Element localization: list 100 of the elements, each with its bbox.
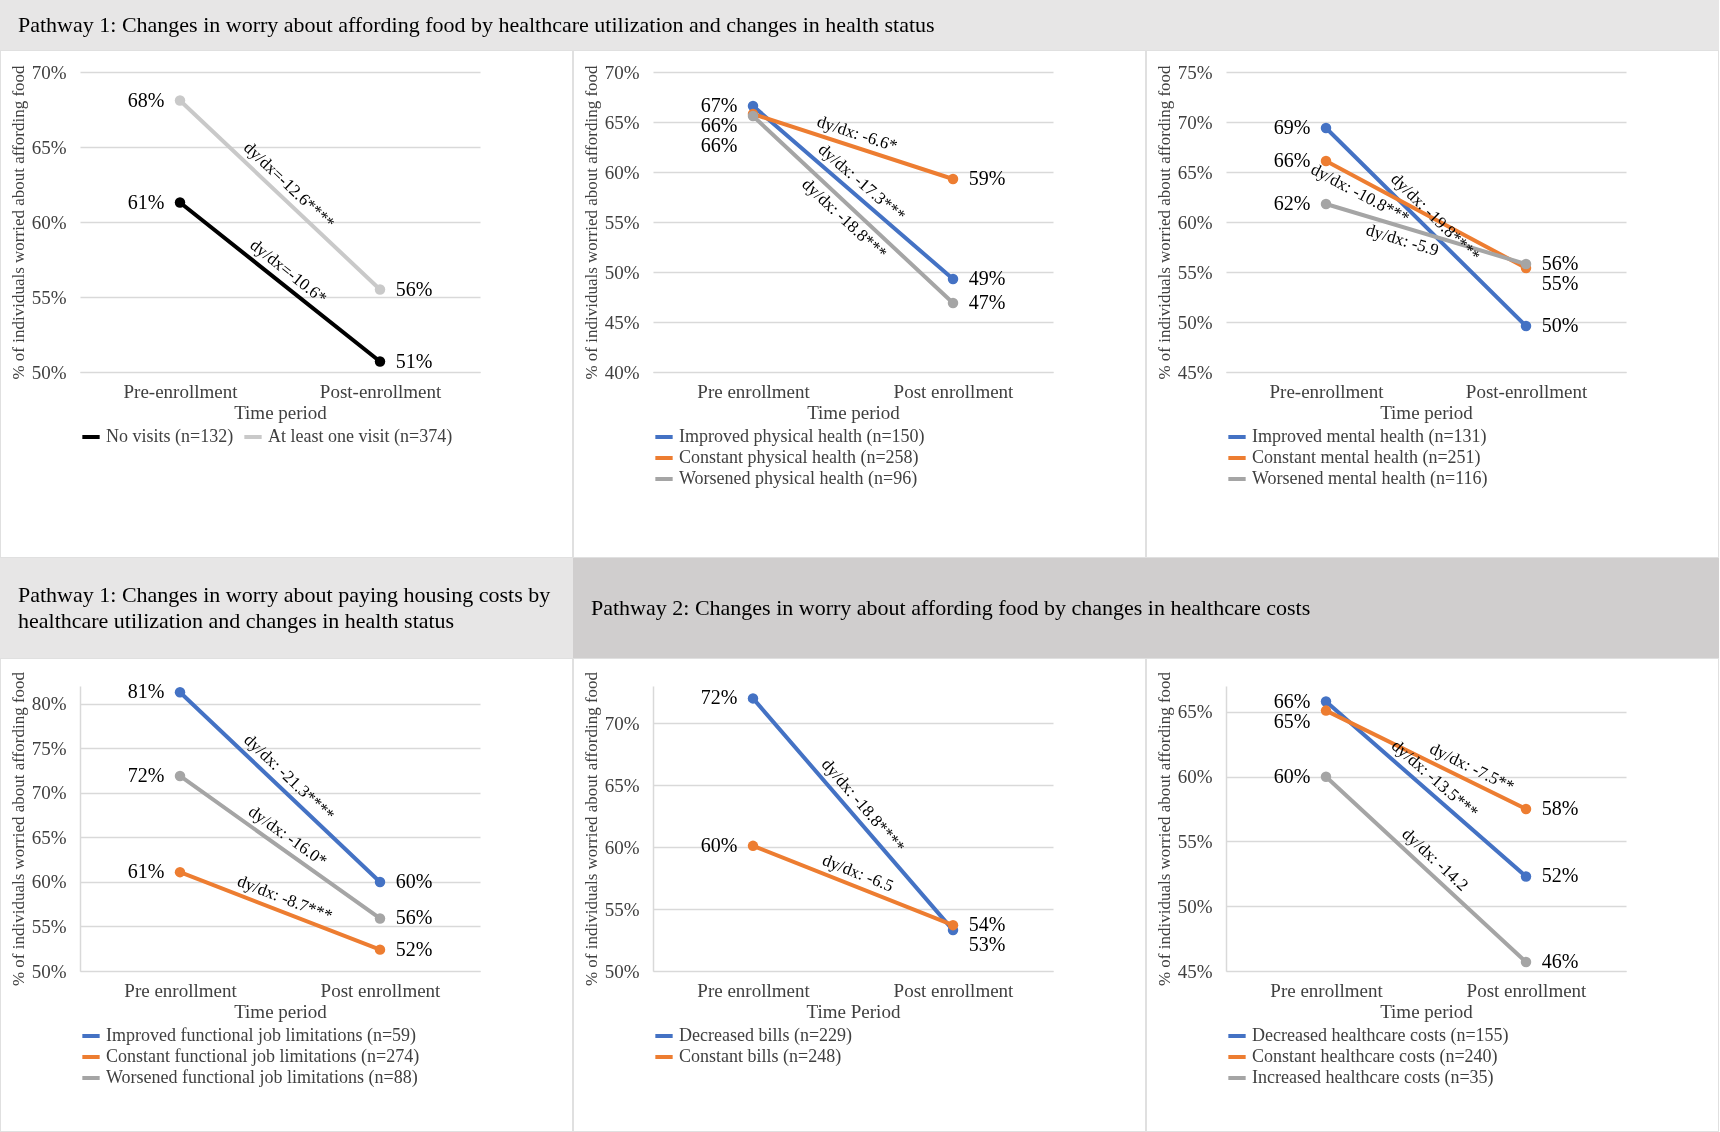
- data-label: 52%: [395, 937, 433, 960]
- legend-label: Worsened physical health (n=96): [679, 468, 918, 489]
- y-axis-title: % of individuals worried about affording food: [581, 64, 601, 380]
- y-tick-label: 65%: [1177, 161, 1213, 183]
- point: [174, 687, 186, 698]
- y-axis-title: % of individuals worried about affording food: [8, 64, 28, 380]
- y-tick-label: 55%: [31, 286, 67, 308]
- point: [174, 95, 186, 106]
- legend-label: Worsened mental health (n=116): [1252, 468, 1488, 489]
- data-label: 47%: [968, 291, 1006, 313]
- x-tick-label: Pre-enrollment: [1269, 380, 1385, 402]
- data-label: 66%: [1273, 689, 1311, 712]
- data-label: 68%: [127, 88, 165, 111]
- data-label: 53%: [968, 933, 1006, 956]
- y-tick-label: 65%: [604, 111, 640, 133]
- legend-label: Constant bills (n=248): [679, 1046, 842, 1067]
- y-tick-label: 55%: [1177, 830, 1213, 852]
- y-tick-label: 55%: [604, 211, 640, 233]
- data-label: 60%: [395, 869, 433, 892]
- point: [374, 913, 386, 924]
- point: [1320, 771, 1332, 782]
- point: [947, 173, 959, 185]
- y-tick-label: 65%: [31, 826, 67, 848]
- legend-label: Increased healthcare costs (n=35): [1252, 1067, 1494, 1088]
- point: [1320, 122, 1332, 134]
- data-label: 56%: [395, 277, 433, 300]
- data-label: 59%: [968, 167, 1006, 189]
- y-tick-label: 65%: [604, 774, 640, 796]
- y-tick-label: 40%: [604, 361, 640, 383]
- data-label: 72%: [127, 763, 165, 786]
- data-label: 72%: [700, 686, 738, 709]
- point: [1320, 198, 1332, 210]
- y-tick-label: 45%: [1177, 361, 1213, 383]
- data-label: 62%: [1273, 192, 1311, 214]
- legend-label: Improved functional job limitations (n=59): [106, 1025, 417, 1046]
- x-tick-label: Pre-enrollment: [123, 380, 239, 402]
- point: [947, 273, 959, 285]
- data-label: 51%: [395, 349, 433, 372]
- legend-label: Constant physical health (n=258): [679, 447, 919, 468]
- data-label: 50%: [1541, 314, 1579, 336]
- legend-label: Constant healthcare costs (n=240): [1252, 1046, 1498, 1067]
- data-label: 55%: [1541, 272, 1579, 294]
- point: [747, 840, 759, 852]
- x-tick-label: Post-enrollment: [1465, 380, 1588, 402]
- x-tick-label: Post-enrollment: [319, 380, 442, 402]
- y-tick-label: 45%: [604, 311, 640, 333]
- data-label: 52%: [1541, 864, 1579, 887]
- y-tick-label: 60%: [31, 871, 67, 893]
- y-axis-title: % of individuals worried about affording food: [581, 671, 601, 987]
- annotation: dy/dx: -8.7***: [234, 871, 335, 926]
- y-tick-label: 60%: [604, 161, 640, 183]
- point: [747, 693, 759, 704]
- point: [174, 770, 186, 782]
- y-tick-label: 55%: [31, 915, 67, 937]
- y-tick-label: 75%: [31, 737, 67, 759]
- x-tick-label: Pre enrollment: [124, 979, 238, 1001]
- data-label: 66%: [1273, 149, 1311, 171]
- y-tick-label: 45%: [1177, 960, 1213, 982]
- y-tick-label: 50%: [604, 261, 640, 283]
- point: [1520, 320, 1532, 332]
- x-axis-title: Time period: [1380, 401, 1474, 423]
- annotation: dy/dx: -6.5: [819, 850, 897, 896]
- x-tick-label: Post enrollment: [320, 979, 442, 1001]
- y-tick-label: 65%: [1177, 701, 1213, 723]
- y-tick-label: 50%: [31, 960, 67, 982]
- point: [1520, 803, 1532, 815]
- data-label: 66%: [700, 114, 738, 136]
- y-tick-label: 55%: [1177, 261, 1213, 283]
- point: [174, 197, 186, 208]
- point: [174, 866, 186, 878]
- y-tick-label: 50%: [1177, 311, 1213, 333]
- point: [1520, 871, 1532, 882]
- y-tick-label: 70%: [1177, 111, 1213, 133]
- y-tick-label: 50%: [1177, 895, 1213, 917]
- point: [374, 356, 386, 367]
- data-label: 46%: [1541, 949, 1579, 972]
- x-tick-label: Post enrollment: [1466, 979, 1588, 1001]
- point: [374, 876, 386, 888]
- data-label: 61%: [127, 860, 165, 883]
- point: [1520, 258, 1532, 270]
- data-label: 66%: [700, 134, 738, 156]
- chart-title: Pathway 2: Changes in worry about affording food by changes in healthcare costs: [573, 558, 1719, 658]
- y-tick-label: 75%: [1177, 61, 1213, 83]
- data-label: 49%: [968, 267, 1006, 289]
- x-axis-title: Time period: [1380, 1000, 1474, 1022]
- point: [374, 944, 386, 955]
- x-axis-title: Time period: [807, 401, 901, 423]
- x-axis-title: Time period: [234, 401, 328, 423]
- legend-label: Constant functional job limitations (n=274): [106, 1046, 420, 1067]
- chart-title: Pathway 1: Changes in worry about paying housing costs by healthcare utilization and changes in health status: [0, 558, 573, 658]
- x-tick-label: Post enrollment: [893, 380, 1015, 402]
- point: [1520, 956, 1532, 968]
- x-tick-label: Pre enrollment: [697, 380, 811, 402]
- y-axis-title: % of individuals worried about affording food: [1154, 64, 1174, 380]
- point: [374, 284, 386, 295]
- legend-label: Decreased healthcare costs (n=155): [1252, 1025, 1509, 1046]
- point: [1320, 696, 1332, 707]
- data-label: 54%: [968, 913, 1006, 936]
- data-label: 56%: [395, 906, 433, 929]
- data-label: 56%: [1541, 252, 1579, 274]
